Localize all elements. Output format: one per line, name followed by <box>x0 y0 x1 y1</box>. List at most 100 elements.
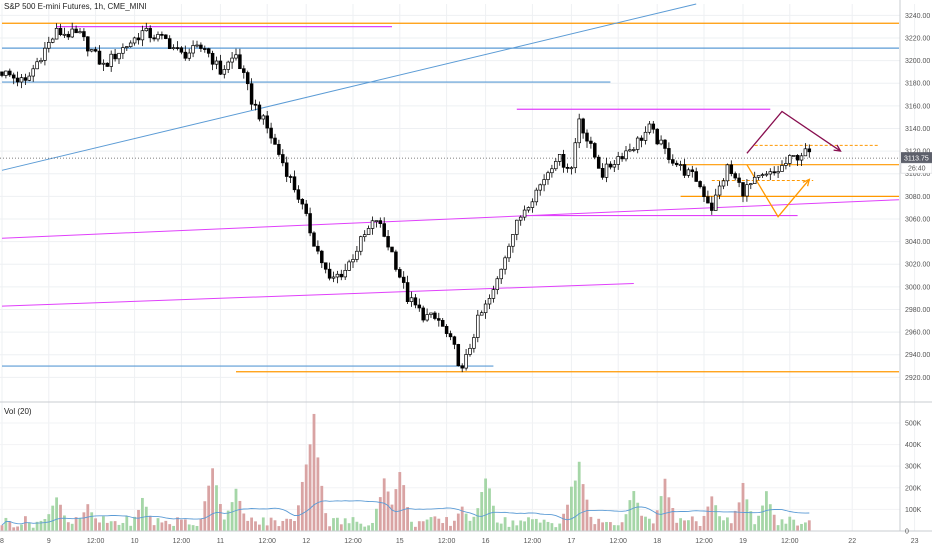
volume-bar <box>234 488 238 531</box>
volume-bar <box>367 525 370 531</box>
volume-bar <box>160 522 164 531</box>
candle-down <box>772 171 776 174</box>
volume-bar <box>577 461 581 531</box>
candle-up <box>499 268 503 280</box>
candle-up <box>764 173 769 176</box>
time-tick-label: 12 <box>302 538 310 545</box>
candle-down <box>694 171 698 182</box>
price-tick-label: 3020.00 <box>905 262 930 269</box>
volume-bar <box>312 413 316 531</box>
price-tick-label: 3140.00 <box>905 126 930 133</box>
volume-bar <box>363 526 367 531</box>
volume-bar <box>562 513 565 531</box>
candle-down <box>737 177 741 183</box>
candle-down <box>296 189 301 200</box>
volume-bar <box>581 484 585 531</box>
candle-up <box>479 312 484 316</box>
candle-up <box>50 38 55 43</box>
volume-bar <box>601 522 604 531</box>
volume-bar <box>640 515 643 531</box>
volume-bar <box>484 478 487 531</box>
candle-up <box>39 59 43 63</box>
volume-bar <box>4 517 8 531</box>
candle-down <box>444 326 449 334</box>
candle-up <box>511 234 515 247</box>
volume-bar <box>199 518 203 531</box>
candle-up <box>643 131 648 141</box>
volume-bar <box>219 504 222 531</box>
candle-up <box>409 297 414 302</box>
volume-bar <box>538 522 542 531</box>
volume-bar <box>265 525 269 531</box>
chart-title: S&P 500 E-mini Futures, 1h, CME_MINI <box>4 2 147 11</box>
candle-up <box>331 276 336 279</box>
volume-bar <box>687 520 690 531</box>
candle-up <box>686 169 691 176</box>
candle-up <box>214 60 219 65</box>
candle-up <box>187 52 191 59</box>
candle-down <box>433 312 437 319</box>
price-tick-label: 3060.00 <box>905 216 930 223</box>
volume-bar <box>254 521 257 531</box>
candle-down <box>417 304 422 309</box>
volume-bar <box>406 507 409 531</box>
volume-bar <box>347 523 351 531</box>
candle-down <box>269 127 273 139</box>
candle-down <box>398 269 402 278</box>
candle-down <box>183 51 188 59</box>
volume-bar <box>343 518 347 531</box>
candle-up <box>261 115 266 120</box>
candle-down <box>390 246 394 253</box>
candle-down <box>600 168 605 178</box>
volume-bar <box>495 522 499 531</box>
candle-up <box>577 118 581 144</box>
volume-bar <box>269 517 273 531</box>
candle-up <box>121 47 125 54</box>
candle-up <box>752 176 757 184</box>
current-price-value: 3113.75 <box>904 156 929 163</box>
candle-down <box>460 365 464 369</box>
candle-up <box>47 41 51 49</box>
volume-bar <box>531 519 534 531</box>
candle-down <box>585 132 589 142</box>
candle-down <box>74 28 78 34</box>
candle-down <box>382 223 386 237</box>
volume-bar <box>382 478 386 531</box>
volume-bar <box>339 524 343 531</box>
candle-up <box>534 189 539 203</box>
candle-up <box>616 156 620 165</box>
candle-up <box>128 42 133 47</box>
candle-up <box>749 183 753 186</box>
candle-down <box>690 169 695 172</box>
candle-up <box>230 57 234 63</box>
volume-bar <box>527 517 530 531</box>
candle-down <box>440 319 445 327</box>
candle-down <box>105 62 110 67</box>
candle-up <box>226 61 230 70</box>
price-tick-label: 3100.00 <box>905 171 930 178</box>
candle-down <box>203 48 207 50</box>
volume-bar <box>776 525 780 531</box>
volume-bar <box>8 521 12 531</box>
volume-bar <box>729 523 733 531</box>
candle-down <box>698 181 702 188</box>
candle-up <box>624 150 628 160</box>
volume-bar <box>761 505 764 531</box>
volume-bar <box>772 514 776 531</box>
volume-bar <box>168 524 172 531</box>
volume-bar <box>187 524 191 531</box>
volume-bar <box>702 515 706 531</box>
candle-up <box>476 314 480 338</box>
volume-bar <box>55 497 58 531</box>
volume-bar <box>277 526 281 531</box>
volume-bar <box>476 508 480 531</box>
candle-up <box>515 219 519 235</box>
price-tick-label: 3040.00 <box>905 239 930 246</box>
trend-line <box>1 199 900 239</box>
candle-down <box>320 250 324 264</box>
volume-bar <box>238 500 242 531</box>
time-tick-label: 12:00 <box>87 538 105 545</box>
candle-up <box>756 175 761 178</box>
volume-bar <box>12 527 16 531</box>
candle-up <box>518 216 523 221</box>
